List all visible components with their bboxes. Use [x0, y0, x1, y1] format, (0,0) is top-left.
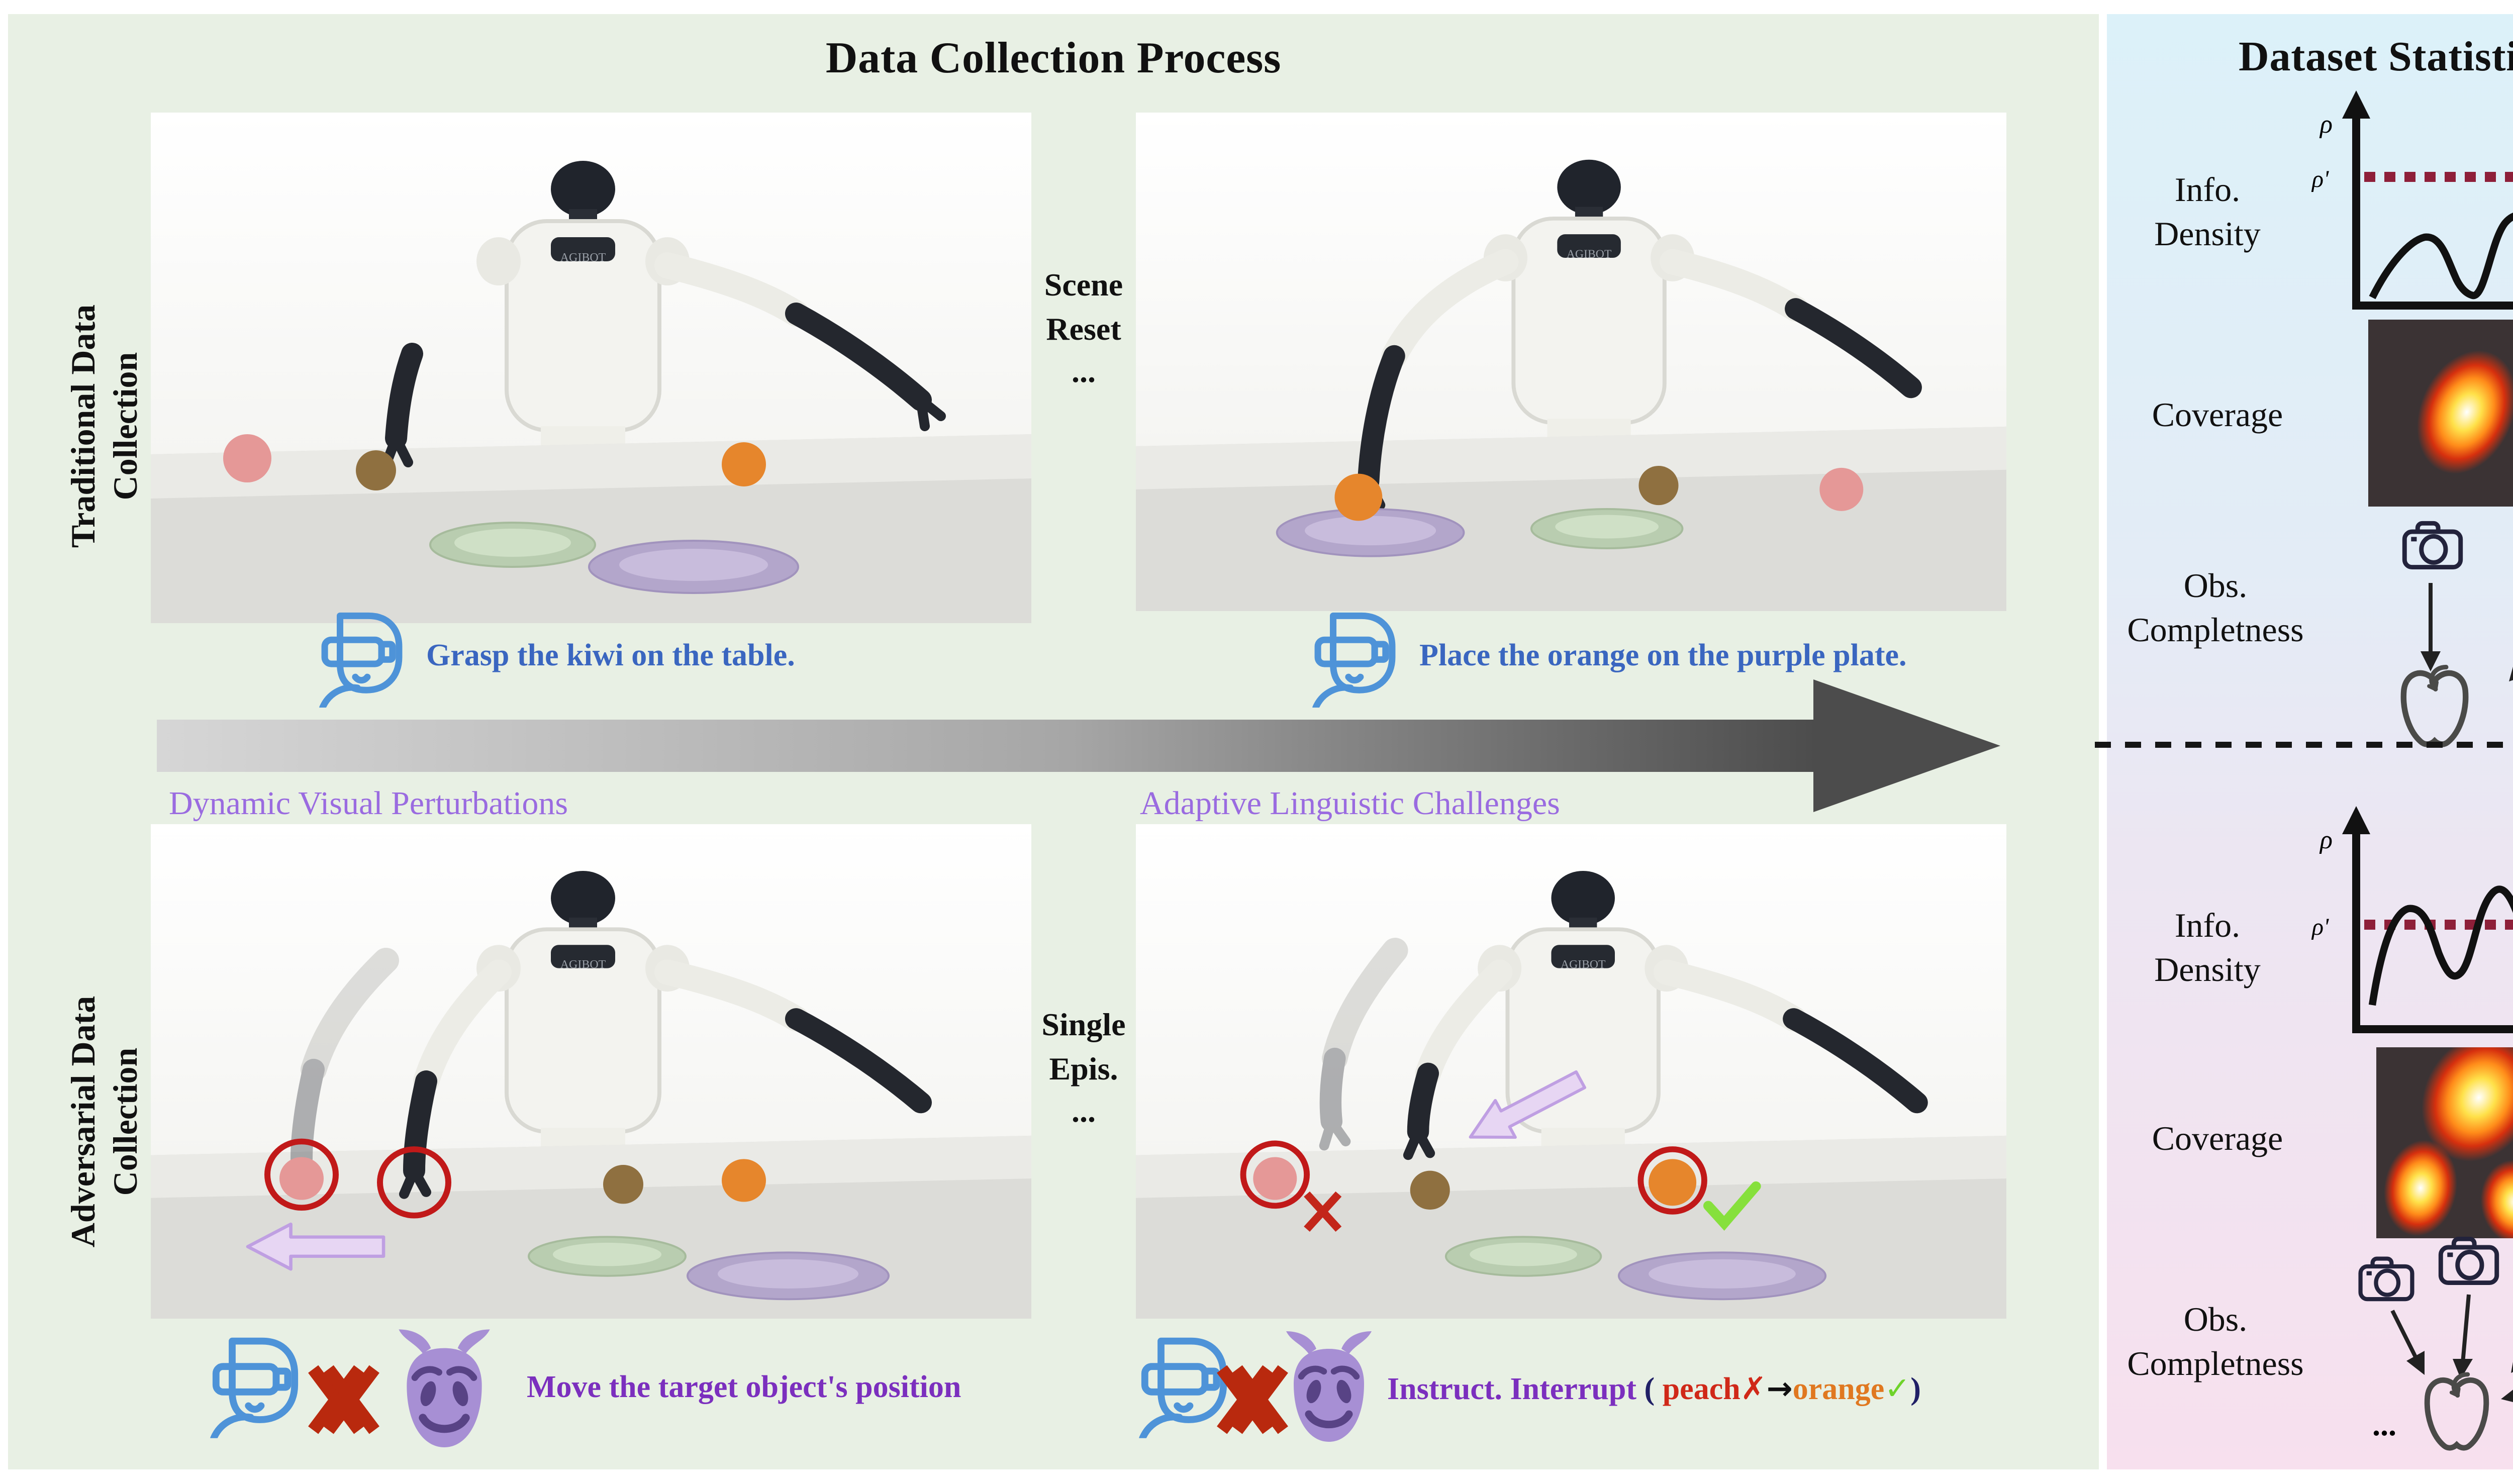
density-curve: [2369, 213, 2513, 300]
svg-text:AGIBOT: AGIBOT: [1561, 958, 1606, 971]
reject-x-mark: [1304, 1191, 1342, 1232]
scene-reset-note: Scene Reset ...: [1044, 269, 1123, 390]
process-flow-arrow: [157, 679, 2000, 812]
red-highlight-circle: [377, 1146, 451, 1219]
robot-brand-label: AGIBOT: [560, 251, 606, 264]
label-dynamic-visual-perturbations: Dynamic Visual Perturbations: [169, 784, 568, 822]
density-curve: [2368, 885, 2513, 1006]
plate-green: [1444, 1236, 1602, 1277]
plate-purple: [687, 1251, 890, 1301]
plate-green: [429, 522, 596, 568]
arrow-shaft: [157, 720, 1817, 772]
plate-green: [1530, 508, 1684, 549]
camera-icon: [2361, 1259, 2412, 1300]
red-highlight-circle: [1240, 1140, 1310, 1209]
plate-purple: [588, 540, 799, 594]
robot-scene-3: AGIBOT: [151, 824, 1031, 1319]
stat-label-coverage: Coverage: [2152, 396, 2283, 434]
orange-fruit: [722, 1159, 766, 1202]
photo-traditional-grasp-kiwi: AGIBOT: [151, 113, 1031, 623]
peach-fruit: [1819, 467, 1864, 511]
stats-title: Dataset Statistics: [2239, 32, 2513, 80]
stat-label-info-density: Info. Density: [2154, 907, 2261, 990]
old-object-word: peach: [1662, 1373, 1741, 1407]
stat-label-obs-completeness: Obs. Completness: [2127, 1301, 2304, 1383]
stat-label-obs-completeness: Obs. Completness: [2127, 567, 2304, 650]
heat-blob: [2398, 334, 2513, 490]
rho-axis-label: ρ: [2319, 110, 2333, 139]
info-density-plot-traditional: ρ ρ' t: [2311, 90, 2513, 310]
robot-arms: [1351, 249, 1922, 510]
robot-scene-1: AGIBOT: [151, 113, 1031, 623]
red-cross-icon: [306, 1355, 382, 1439]
obs-diagram-traditional: [2384, 511, 2513, 748]
plate-purple: [1617, 1251, 1827, 1301]
process-title: Data Collection Process: [825, 32, 1282, 82]
svg-text:ρ': ρ': [2311, 914, 2329, 940]
photo-adversarial-instruction-interrupt: AGIBOT: [1136, 824, 2006, 1319]
peach-fruit: [279, 1157, 324, 1200]
interrupt-label: Instruct. Interrupt: [1387, 1373, 1636, 1407]
more-cameras-ellipsis: ...: [2372, 1407, 2396, 1442]
x-glyph: ✗: [1740, 1371, 1767, 1407]
kiwi-fruit: [1638, 465, 1679, 506]
svg-text:AGIBOT: AGIBOT: [1567, 248, 1612, 261]
apple-icon: [2403, 667, 2465, 744]
new-object-word: orange: [1792, 1373, 1885, 1407]
orange-fruit: [722, 442, 766, 486]
plate-green: [528, 1236, 687, 1277]
single-episode-note: Single Epis. ...: [1041, 1009, 1126, 1130]
accept-check-mark: [1703, 1181, 1761, 1231]
stat-label-coverage: Coverage: [2152, 1120, 2283, 1158]
devil-icon: [390, 1327, 499, 1455]
robot-scene-2: AGIBOT: [1136, 113, 2006, 611]
devil-icon: [1279, 1327, 1379, 1451]
red-highlight-circle: [1637, 1146, 1707, 1215]
photo-adversarial-move-object: AGIBOT: [151, 824, 1031, 1319]
vr-goggles-icon: [209, 1331, 302, 1439]
label-adaptive-linguistic-challenges: Adaptive Linguistic Challenges: [1140, 784, 1560, 822]
arrow-glyph: →: [1766, 1371, 1793, 1407]
svg-text:AGIBOT: AGIBOT: [560, 958, 606, 971]
coverage-heatmap-adversarial: [2376, 1047, 2513, 1238]
red-highlight-circle: [264, 1138, 339, 1211]
plate-purple: [1276, 508, 1465, 557]
peach-fruit: [1253, 1157, 1297, 1200]
caption-move-object: Move the target object's position: [527, 1371, 961, 1405]
apple-icon: [2427, 1374, 2486, 1448]
orange-fruit: [1334, 473, 1383, 521]
camera-icon: [2404, 523, 2460, 567]
orange-fruit: [1649, 1159, 1697, 1206]
kiwi-fruit: [356, 450, 396, 490]
kiwi-fruit: [1410, 1170, 1450, 1210]
robot-arms: [381, 252, 946, 469]
check-glyph: ✓: [1884, 1371, 1911, 1407]
robot-scene-4: AGIBOT: [1136, 824, 2006, 1319]
coverage-heatmap-traditional: [2368, 320, 2513, 507]
section-divider-dashed: [2095, 742, 2513, 748]
stat-label-info-density: Info. Density: [2154, 171, 2261, 254]
obs-diagram-adversarial: ...: [2332, 1222, 2513, 1475]
svg-text:ρ: ρ: [2319, 826, 2333, 854]
row-label-traditional: Traditional Data Collection: [64, 304, 145, 548]
robot-arms: [1319, 938, 1928, 1160]
peach-fruit: [223, 434, 271, 482]
caption-place: Place the orange on the purple plate.: [1419, 639, 1907, 673]
rho-threshold-label: ρ': [2311, 166, 2329, 192]
photo-traditional-place-orange: AGIBOT: [1136, 113, 2006, 611]
ghost-arm: [286, 948, 399, 1188]
caption-instruction-interrupt: Instruct. Interrupt ( peach✗→orange✓): [1387, 1371, 1921, 1407]
row-label-adversarial: Adversarial Data Collection: [64, 996, 145, 1248]
ghost-arm: [1319, 938, 1408, 1151]
arrow-head: [1813, 679, 2000, 812]
robot-arms: [286, 948, 932, 1199]
info-density-plot-adversarial: ρ ρ' t: [2311, 806, 2513, 1033]
caption-grasp: Grasp the kiwi on the table.: [426, 639, 795, 673]
kiwi-fruit: [603, 1164, 643, 1204]
camera-icon: [2441, 1239, 2496, 1282]
